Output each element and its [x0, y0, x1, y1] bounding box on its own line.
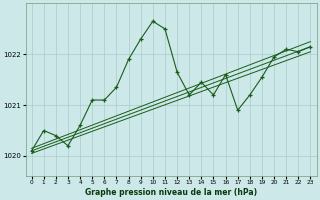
- X-axis label: Graphe pression niveau de la mer (hPa): Graphe pression niveau de la mer (hPa): [85, 188, 257, 197]
